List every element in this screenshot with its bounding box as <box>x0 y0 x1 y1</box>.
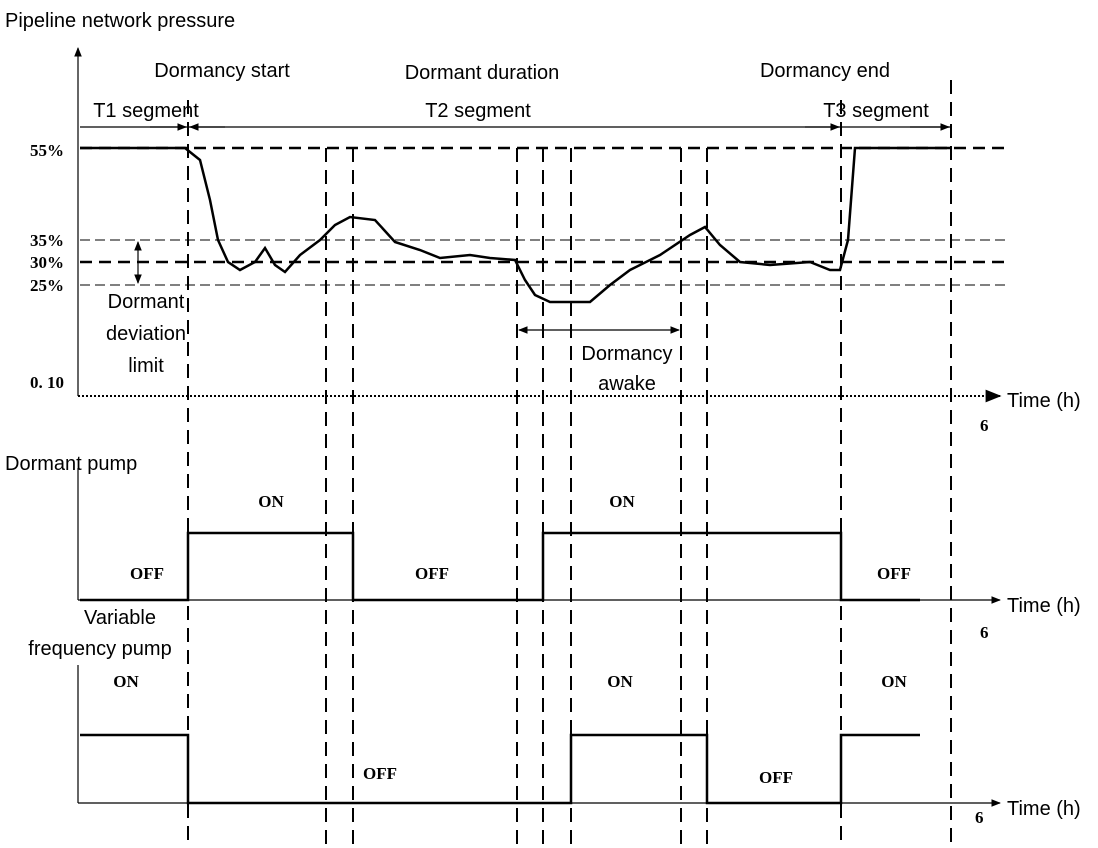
state-label: OFF <box>130 564 164 583</box>
axis-label: Time (h) <box>1007 390 1081 412</box>
axis-end: 6 <box>980 416 989 435</box>
phase-label: Dormant duration <box>405 62 560 84</box>
segment-label: T2 segment <box>425 100 531 122</box>
pump-label: Dormant pump <box>5 453 137 475</box>
state-label: OFF <box>759 768 793 787</box>
state-label: ON <box>881 672 907 691</box>
state-label: OFF <box>415 564 449 583</box>
level-label: 30% <box>30 253 64 272</box>
awake-note: Dormancy <box>581 343 672 365</box>
level-label: 55% <box>30 141 64 160</box>
axis-end: 6 <box>980 623 989 642</box>
state-label: ON <box>609 492 635 511</box>
state-label: ON <box>258 492 284 511</box>
dormant-pump-wave <box>80 531 920 602</box>
phase-label: Dormancy end <box>760 60 890 82</box>
state-label: ON <box>113 672 139 691</box>
level-label: 25% <box>30 276 64 295</box>
pump-label: Variable <box>84 607 156 629</box>
pressure-label: Pipeline network pressure <box>5 10 235 32</box>
axis-label: Time (h) <box>1007 798 1081 820</box>
pressure-curve <box>80 146 950 304</box>
guides <box>80 80 1010 848</box>
axes <box>74 47 1002 807</box>
level-label: 35% <box>30 231 64 250</box>
axis-end: 6 <box>975 808 984 827</box>
state-label: OFF <box>363 764 397 783</box>
vf-pump-wave <box>80 733 920 805</box>
axis-label: Time (h) <box>1007 595 1081 617</box>
deviation-note: limit <box>128 355 164 377</box>
state-label: OFF <box>877 564 911 583</box>
deviation-note: deviation <box>106 323 186 345</box>
phase-label: Dormancy start <box>154 60 290 82</box>
deviation-note: Dormant <box>108 291 185 313</box>
awake-note: awake <box>598 373 656 395</box>
state-label: ON <box>607 672 633 691</box>
level-label: 0. 10 <box>30 373 64 392</box>
pump-label: frequency pump <box>28 638 171 660</box>
segment-label: T1 segment <box>93 100 199 122</box>
segment-label: T3 segment <box>823 100 929 122</box>
